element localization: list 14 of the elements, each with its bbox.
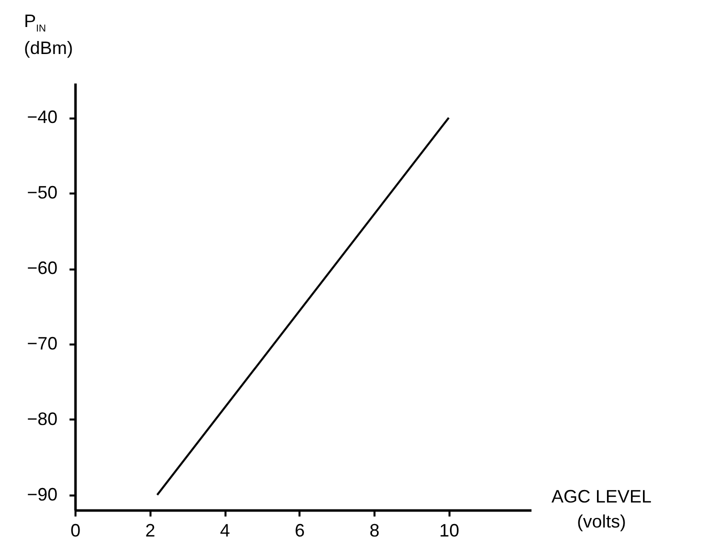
x-axis-title: AGC LEVEL (volts) xyxy=(551,486,652,532)
x-tick-label: 8 xyxy=(370,520,380,540)
y-tick-label: −70 xyxy=(26,334,58,354)
x-tick-label: 4 xyxy=(220,520,230,540)
x-tick-label: 0 xyxy=(70,520,81,540)
y-tick-label: −80 xyxy=(26,408,58,429)
y-tick-label: −50 xyxy=(26,182,58,203)
x-tick-label: 2 xyxy=(145,520,156,540)
x-tick-label: 6 xyxy=(294,520,305,540)
y-tick-label: −60 xyxy=(26,258,58,278)
x-tick-label: 10 xyxy=(439,520,460,540)
y-tick-label: −90 xyxy=(26,484,58,504)
y-axis-title: P$_{IN}$ (dBm) xyxy=(24,11,73,58)
y-tick-label: −40 xyxy=(26,107,58,128)
